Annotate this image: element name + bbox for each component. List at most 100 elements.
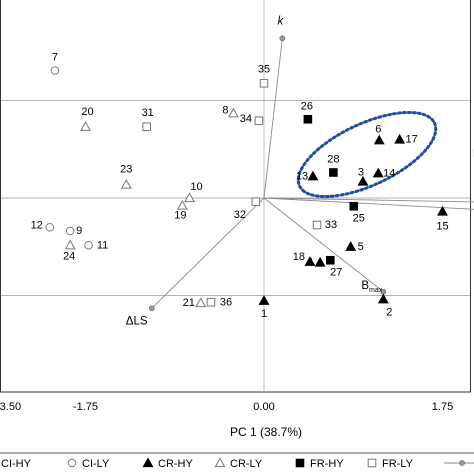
vector-line-b_max	[263, 197, 384, 293]
point-label-5: 5	[358, 241, 364, 253]
data-point-28: 28	[327, 154, 339, 177]
legend-label-cr-ly: CR-LY	[230, 458, 263, 470]
legend-item-ci-hy: CI-HY	[1, 458, 32, 470]
x-tick-label-3: 1.75	[432, 401, 453, 413]
vector-line-k	[263, 38, 283, 199]
marker-23	[120, 178, 132, 189]
marker-15	[437, 205, 448, 216]
data-point-12: 12	[31, 219, 55, 232]
marker-13	[307, 170, 319, 181]
marker-35	[259, 78, 269, 88]
marker-5	[345, 241, 357, 251]
data-point-3: 3	[357, 167, 369, 186]
legend-label-ci-ly: CI-LY	[82, 458, 110, 470]
data-point-6: 6	[373, 123, 385, 145]
data-point-25: 25	[349, 201, 365, 224]
legend-item-fr-hy: FR-HY	[295, 458, 344, 470]
marker-12	[45, 222, 55, 232]
legend-label-fr-hy: FR-HY	[310, 458, 344, 470]
point-label-13: 13	[296, 170, 308, 182]
vector-line-δls	[151, 197, 265, 309]
legend-marker-ci-ly	[67, 458, 77, 468]
marker-3	[357, 175, 369, 186]
legend-marker-fr-hy	[295, 458, 305, 468]
point-label-33: 33	[325, 219, 337, 231]
data-point-2: 2	[377, 293, 392, 318]
point-label-25: 25	[353, 212, 365, 224]
point-label-2: 2	[386, 306, 392, 318]
marker-26	[303, 114, 313, 124]
data-point-1: 1	[258, 295, 270, 320]
legend-vector-tip	[459, 460, 465, 466]
marker-1	[258, 295, 270, 305]
point-label-23: 23	[120, 164, 132, 176]
data-point-36: 36	[206, 296, 232, 308]
vector-tip-δls	[148, 305, 155, 312]
data-point-15: 15	[436, 205, 449, 233]
marker-21	[195, 297, 207, 308]
marker-10	[184, 192, 195, 203]
legend-label-fr-ly: FR-LY	[382, 458, 414, 470]
marker-4	[314, 256, 326, 267]
point-label-21: 21	[183, 297, 195, 309]
point-label-18: 18	[293, 251, 305, 263]
data-point-18: 18	[293, 251, 316, 266]
legend-item-cr-ly: CR-LY	[214, 457, 263, 470]
marker-36	[206, 297, 216, 307]
data-point-8: 8	[222, 104, 239, 118]
data-points: 1234567891011121314151617181920212223242…	[31, 52, 474, 320]
data-point-33: 33	[312, 219, 337, 231]
point-label-28: 28	[327, 154, 339, 166]
point-label-9: 9	[76, 225, 82, 237]
marker-31	[142, 122, 151, 132]
legend-item-fr-ly: FR-LY	[367, 458, 414, 470]
marker-17	[394, 133, 406, 144]
highlight-ellipse	[296, 110, 438, 199]
marker-9	[65, 226, 75, 236]
vector-line-sy	[263, 197, 474, 203]
point-label-14: 14	[383, 167, 395, 179]
point-label-1: 1	[261, 308, 267, 320]
point-label-26: 26	[301, 100, 313, 112]
marker-24	[64, 239, 76, 250]
point-label-34: 34	[240, 113, 252, 125]
vector-label-δls: ΔLS	[126, 315, 148, 327]
point-label-15: 15	[436, 221, 448, 233]
data-point-32: 32	[234, 197, 261, 221]
point-label-27: 27	[330, 266, 342, 278]
x-tick-label-1: -1.75	[73, 401, 98, 413]
point-label-11: 11	[97, 239, 108, 251]
gridlines	[1, 0, 470, 392]
point-label-32: 32	[234, 209, 246, 221]
marker-25	[349, 201, 359, 211]
point-label-31: 31	[142, 107, 154, 119]
data-point-7: 7	[50, 52, 60, 75]
highlight-ellipse-group	[296, 110, 438, 199]
legend-marker-fr-ly	[367, 458, 377, 468]
legend-marker-cr-ly	[214, 457, 226, 468]
vector-label-b_max: Bmax	[361, 280, 382, 294]
marker-11	[84, 240, 93, 250]
data-point-35: 35	[258, 63, 270, 88]
marker-8	[227, 107, 239, 118]
point-label-10: 10	[190, 181, 202, 193]
point-label-19: 19	[174, 210, 186, 222]
legend: CI-HY CI-LY CR-HY CR-LY FR-HY FR-LY	[0, 452, 474, 470]
point-label-36: 36	[220, 296, 232, 308]
data-point-5: 5	[345, 241, 364, 253]
legend-label-ci-hy: CI-HY	[1, 458, 32, 470]
marker-32	[251, 197, 261, 207]
point-label-12: 12	[31, 219, 43, 231]
loading-vectors: kSYGYBmaxΔLS	[126, 15, 474, 327]
x-axis-title: PC 1 (38.7%)	[230, 425, 302, 439]
point-label-7: 7	[52, 52, 58, 64]
data-point-9: 9	[65, 225, 82, 237]
marker-6	[373, 134, 385, 145]
marker-27	[326, 255, 335, 265]
legend-label-cr-hy: CR-HY	[158, 458, 193, 470]
data-point-34: 34	[240, 113, 264, 126]
data-point-11: 11	[84, 239, 108, 251]
vector-label-k: k	[277, 15, 284, 27]
data-point-13: 13	[296, 170, 319, 182]
